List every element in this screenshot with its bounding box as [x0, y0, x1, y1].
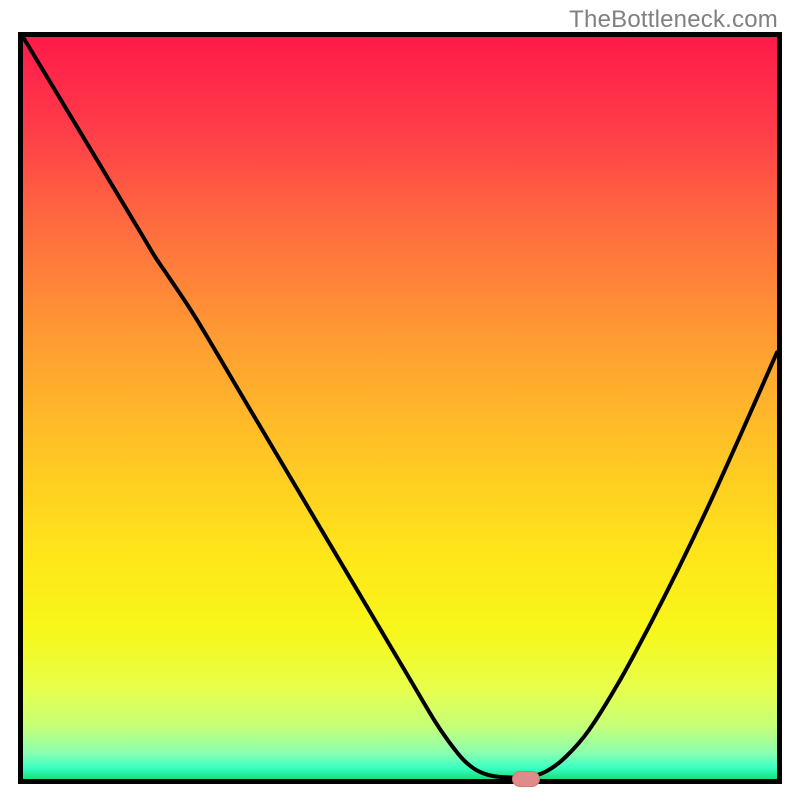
bottleneck-curve	[23, 37, 777, 777]
optimal-point-marker	[512, 771, 540, 787]
chart-curve-layer	[23, 37, 777, 779]
watermark-text: TheBottleneck.com	[569, 6, 778, 34]
chart-plot-area	[18, 32, 782, 784]
